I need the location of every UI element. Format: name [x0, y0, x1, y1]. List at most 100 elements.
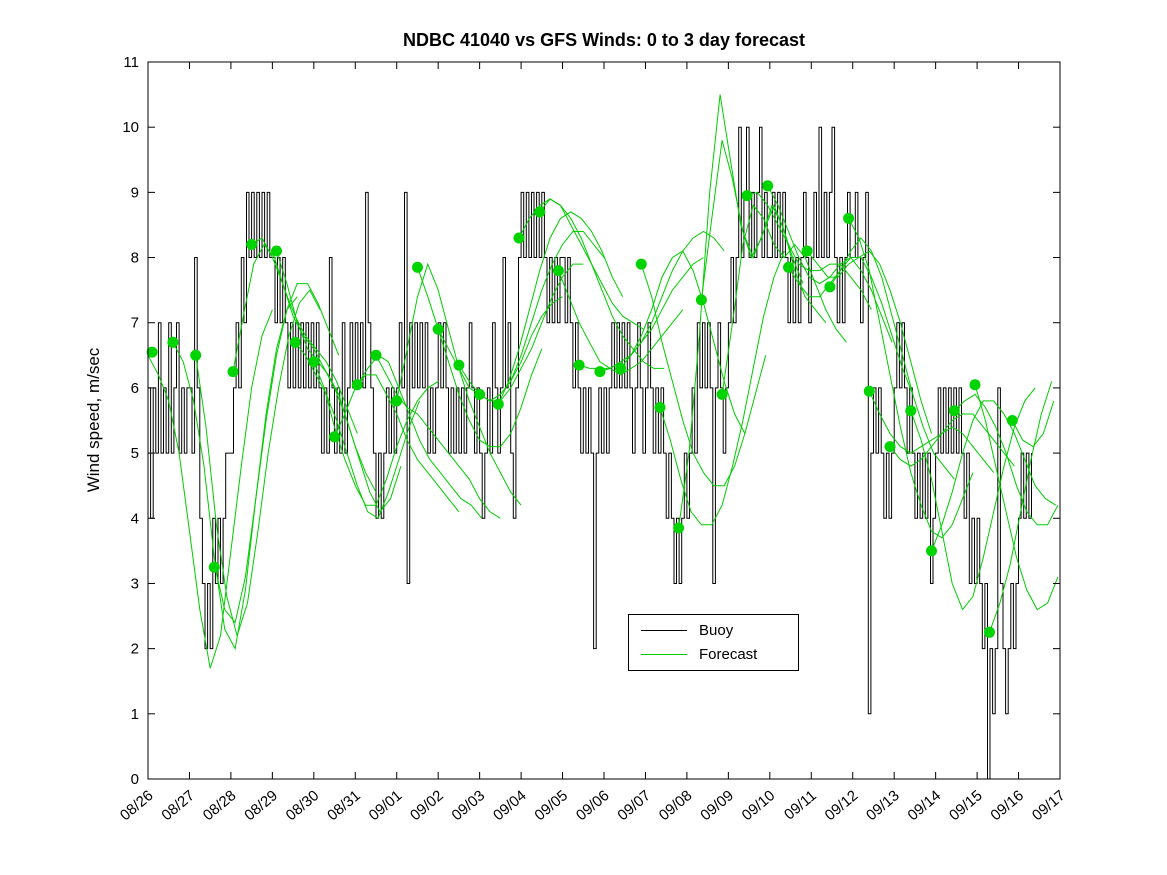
buoy-series: [148, 126, 1032, 780]
forecast-line: [147, 309, 273, 669]
x-tick-label: 09/06: [573, 787, 613, 824]
y-tick-label: 9: [131, 184, 139, 201]
forecast-marker: [289, 336, 301, 348]
forecast-line: [953, 393, 1059, 526]
forecast-marker: [492, 398, 504, 410]
forecast-marker: [190, 349, 202, 361]
forecast-line: [539, 198, 665, 369]
forecast-line-swatch: [641, 654, 687, 655]
x-tick-label: 08/30: [283, 787, 323, 824]
x-tick-label: 09/15: [946, 787, 986, 824]
forecast-marker: [370, 349, 382, 361]
forecast-line: [172, 296, 298, 651]
forecast-marker: [432, 323, 444, 335]
forecast-marker: [513, 232, 525, 244]
y-tick-label: 3: [131, 575, 139, 592]
forecast-line: [497, 211, 624, 405]
forecast-marker: [905, 405, 917, 417]
forecast-marker: [783, 261, 794, 273]
forecast-line: [518, 198, 644, 330]
forecast-line: [294, 341, 420, 520]
y-tick-label: 0: [131, 771, 139, 788]
forecast-line: [1011, 400, 1055, 448]
x-tick-label: 09/17: [1029, 787, 1069, 824]
forecast-line: [868, 390, 995, 473]
forecast-marker: [474, 388, 486, 400]
forecast-marker: [884, 441, 896, 453]
forecast-marker: [801, 245, 813, 257]
forecast-line: [375, 355, 501, 519]
forecast-line: [788, 257, 914, 395]
y-tick-label: 7: [131, 315, 139, 332]
x-tick-label: 09/04: [490, 787, 530, 824]
forecast-marker: [146, 346, 158, 358]
buoy-line-swatch: [641, 630, 687, 631]
forecast-line: [910, 387, 1036, 611]
forecast-marker: [391, 395, 403, 407]
x-tick-label: 09/11: [781, 787, 820, 823]
forecast-marker: [615, 362, 627, 374]
axes-layer: 08/26 08/27 08/28 08/29 08/30 08/31 09/01 09/02…: [117, 54, 1069, 824]
forecast-line: [678, 94, 804, 529]
forecast-marker: [635, 258, 647, 270]
x-tick-label: 09/01: [366, 787, 406, 824]
forecast-marker: [167, 336, 179, 348]
forecast-line: [829, 237, 955, 480]
y-tick-label: 4: [131, 510, 139, 527]
y-tick-label: 10: [122, 119, 139, 136]
series-layer: [146, 94, 1059, 780]
forecast-line: [974, 384, 1059, 611]
forecast-line: [213, 283, 340, 624]
legend: Buoy Forecast: [628, 614, 799, 671]
y-tick-label: 5: [131, 445, 139, 462]
x-tick-label: 08/27: [158, 787, 198, 824]
forecast-line: [276, 250, 402, 513]
forecast-marker: [843, 212, 855, 224]
x-tick-label: 09/02: [407, 787, 447, 824]
forecast-marker: [329, 431, 340, 443]
forecast-marker: [351, 379, 363, 391]
forecast-marker: [926, 545, 937, 557]
forecast-line: [931, 400, 1057, 552]
forecast-line: [557, 270, 684, 376]
forecast-marker: [594, 366, 606, 378]
forecast-marker: [741, 190, 753, 202]
forecast-marker: [534, 206, 546, 218]
forecast-marker: [762, 180, 774, 192]
forecast-marker: [208, 561, 220, 573]
x-tick-label: 09/05: [531, 787, 571, 824]
forecast-marker: [573, 359, 585, 371]
forecast-line: [889, 413, 1015, 467]
y-tick-label: 8: [131, 250, 139, 267]
forecast-line: [659, 250, 785, 526]
forecast-line: [848, 218, 974, 539]
forecast-marker: [453, 359, 465, 371]
forecast-marker: [716, 388, 728, 400]
forecast-marker: [824, 281, 836, 293]
forecast-line: [640, 263, 767, 487]
legend-item-forecast: Forecast: [641, 646, 798, 663]
legend-item-buoy: Buoy: [641, 622, 798, 639]
x-tick-label: 09/10: [739, 787, 779, 824]
forecast-line: [746, 191, 872, 310]
forecast-markers: [146, 180, 1018, 638]
forecast-marker: [654, 402, 666, 413]
x-tick-label: 09/03: [449, 787, 489, 824]
forecast-marker: [863, 385, 875, 397]
forecast-marker: [412, 261, 423, 273]
x-tick-label: 08/29: [241, 787, 281, 824]
forecast-marker: [271, 245, 282, 257]
forecast-marker: [1006, 415, 1018, 426]
forecast-line: [578, 257, 704, 369]
forecast-marker: [695, 294, 707, 306]
forecast-series: [147, 94, 1059, 669]
x-tick-label: 09/14: [905, 787, 945, 824]
x-tick-label: 09/13: [863, 787, 903, 824]
forecast-line: [479, 231, 605, 402]
forecast-marker: [969, 379, 981, 391]
forecast-line: [437, 296, 563, 402]
y-tick-label: 6: [131, 380, 139, 397]
forecast-marker: [948, 405, 960, 417]
y-tick-label: 2: [131, 641, 139, 658]
